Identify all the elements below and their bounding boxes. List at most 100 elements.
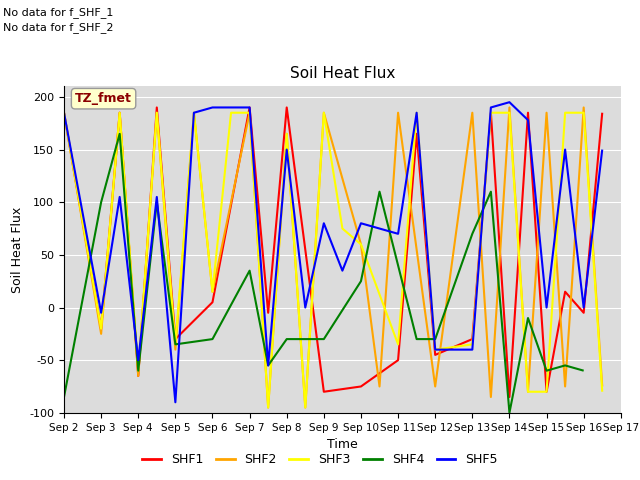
SHF4 bbox=[153, 199, 161, 205]
SHF5 bbox=[543, 305, 550, 311]
SHF1 bbox=[283, 105, 291, 110]
SHF2 bbox=[376, 384, 383, 389]
Text: No data for f_SHF_1: No data for f_SHF_1 bbox=[3, 7, 113, 18]
SHF3 bbox=[134, 368, 142, 373]
SHF5 bbox=[320, 220, 328, 226]
SHF4 bbox=[60, 394, 68, 400]
SHF2 bbox=[431, 384, 439, 389]
Text: TZ_fmet: TZ_fmet bbox=[75, 92, 132, 105]
SHF2 bbox=[283, 131, 291, 137]
SHF2 bbox=[320, 110, 328, 116]
SHF3 bbox=[116, 110, 124, 116]
SHF4 bbox=[283, 336, 291, 342]
SHF1 bbox=[209, 300, 216, 305]
SHF1 bbox=[320, 389, 328, 395]
SHF2 bbox=[561, 384, 569, 389]
SHF2 bbox=[172, 347, 179, 352]
SHF4 bbox=[468, 231, 476, 237]
SHF5 bbox=[431, 347, 439, 352]
SHF3 bbox=[487, 110, 495, 116]
Legend: SHF1, SHF2, SHF3, SHF4, SHF5: SHF1, SHF2, SHF3, SHF4, SHF5 bbox=[137, 448, 503, 471]
SHF5 bbox=[524, 117, 532, 123]
SHF1 bbox=[60, 110, 68, 116]
Text: No data for f_SHF_2: No data for f_SHF_2 bbox=[3, 22, 114, 33]
SHF1 bbox=[172, 336, 179, 342]
SHF3 bbox=[283, 131, 291, 137]
SHF5 bbox=[598, 147, 606, 153]
SHF2 bbox=[524, 389, 532, 395]
SHF1 bbox=[598, 110, 606, 116]
SHF4 bbox=[431, 336, 439, 342]
SHF3 bbox=[413, 110, 420, 116]
SHF4 bbox=[487, 189, 495, 194]
SHF2 bbox=[468, 110, 476, 116]
Line: SHF5: SHF5 bbox=[64, 102, 602, 402]
SHF3 bbox=[264, 405, 272, 410]
SHF3 bbox=[394, 341, 402, 347]
SHF4 bbox=[209, 336, 216, 342]
SHF1 bbox=[116, 110, 124, 116]
SHF3 bbox=[301, 405, 309, 410]
SHF2 bbox=[209, 289, 216, 295]
SHF5 bbox=[339, 268, 346, 274]
SHF2 bbox=[246, 110, 253, 116]
SHF5 bbox=[264, 362, 272, 368]
Line: SHF3: SHF3 bbox=[64, 113, 602, 408]
SHF2 bbox=[580, 105, 588, 110]
SHF4 bbox=[357, 278, 365, 284]
SHF5 bbox=[561, 147, 569, 153]
SHF2 bbox=[301, 405, 309, 410]
SHF5 bbox=[153, 194, 161, 200]
Y-axis label: Soil Heat Flux: Soil Heat Flux bbox=[11, 206, 24, 293]
SHF1 bbox=[524, 110, 532, 116]
SHF2 bbox=[543, 110, 550, 116]
SHF3 bbox=[598, 389, 606, 395]
SHF2 bbox=[487, 394, 495, 400]
SHF3 bbox=[580, 110, 588, 116]
SHF3 bbox=[561, 110, 569, 116]
SHF1 bbox=[413, 131, 420, 137]
SHF2 bbox=[116, 110, 124, 116]
SHF5 bbox=[357, 220, 365, 226]
SHF5 bbox=[60, 110, 68, 116]
SHF4 bbox=[172, 341, 179, 347]
SHF1 bbox=[357, 384, 365, 389]
SHF1 bbox=[543, 389, 550, 395]
SHF4 bbox=[506, 410, 513, 416]
Title: Soil Heat Flux: Soil Heat Flux bbox=[290, 66, 395, 81]
SHF1 bbox=[506, 394, 513, 400]
SHF3 bbox=[60, 110, 68, 116]
SHF5 bbox=[580, 305, 588, 311]
SHF3 bbox=[190, 110, 198, 116]
SHF3 bbox=[172, 341, 179, 347]
SHF4 bbox=[320, 336, 328, 342]
SHF5 bbox=[134, 357, 142, 363]
Line: SHF2: SHF2 bbox=[64, 108, 602, 408]
SHF5 bbox=[283, 147, 291, 153]
SHF4 bbox=[376, 189, 383, 194]
SHF2 bbox=[60, 110, 68, 116]
SHF1 bbox=[431, 352, 439, 358]
SHF5 bbox=[97, 310, 105, 316]
SHF1 bbox=[246, 105, 253, 110]
SHF4 bbox=[246, 268, 253, 274]
SHF3 bbox=[524, 389, 532, 395]
SHF4 bbox=[543, 368, 550, 373]
SHF2 bbox=[153, 110, 161, 116]
SHF3 bbox=[227, 110, 235, 116]
SHF5 bbox=[413, 110, 420, 116]
SHF1 bbox=[580, 310, 588, 316]
SHF5 bbox=[190, 110, 198, 116]
SHF3 bbox=[543, 389, 550, 395]
SHF5 bbox=[116, 194, 124, 200]
SHF2 bbox=[190, 110, 198, 116]
SHF4 bbox=[394, 263, 402, 268]
SHF4 bbox=[264, 362, 272, 368]
SHF3 bbox=[339, 226, 346, 231]
SHF1 bbox=[134, 373, 142, 379]
SHF3 bbox=[97, 326, 105, 332]
SHF5 bbox=[246, 105, 253, 110]
SHF2 bbox=[357, 241, 365, 247]
SHF5 bbox=[301, 305, 309, 311]
SHF1 bbox=[97, 326, 105, 332]
